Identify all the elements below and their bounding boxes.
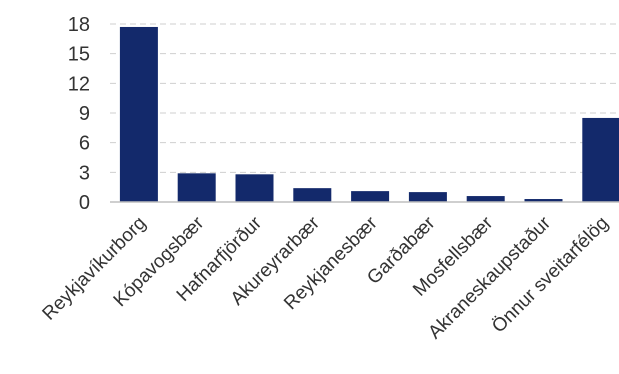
y-tick-label: 9 xyxy=(79,103,90,125)
y-axis-ticks: 0 3 6 9 12 15 18 xyxy=(68,14,90,214)
bar xyxy=(466,196,505,202)
bar xyxy=(293,188,332,202)
y-tick-label: 0 xyxy=(79,192,90,214)
gridlines xyxy=(110,23,619,173)
bar xyxy=(119,26,158,202)
x-category-label: Reykjavíkurborg xyxy=(39,213,151,325)
bar xyxy=(351,191,390,202)
bar xyxy=(177,173,216,202)
bar xyxy=(235,174,274,202)
bar xyxy=(524,199,563,202)
y-tick-label: 6 xyxy=(79,133,90,155)
y-tick-label: 18 xyxy=(68,14,90,36)
x-axis-labels: ReykjavíkurborgKópavogsbærHafnarfjörðurA… xyxy=(39,212,613,343)
y-tick-label: 15 xyxy=(68,44,90,66)
y-tick-label: 3 xyxy=(79,162,90,184)
y-tick-label: 12 xyxy=(68,73,90,95)
bar xyxy=(582,117,619,202)
bar xyxy=(408,192,447,202)
bars xyxy=(119,26,619,202)
